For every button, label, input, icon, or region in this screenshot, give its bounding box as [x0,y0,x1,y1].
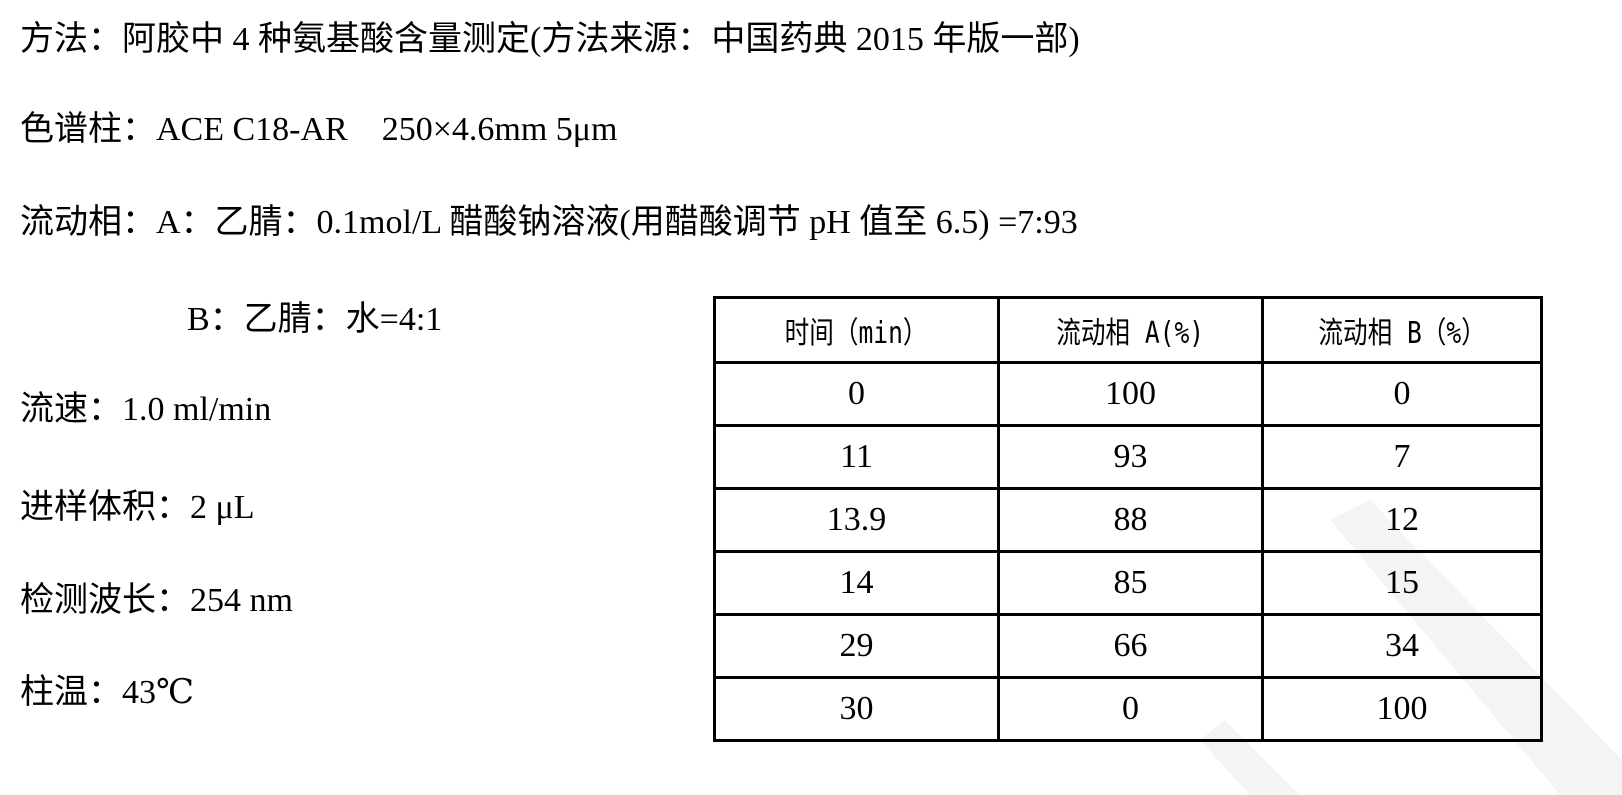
header-phase-b: 流动相 B（%） [1261,296,1543,364]
phase-a-cell: 88 [997,487,1264,553]
table-row: 29 66 34 [713,613,1543,679]
time-cell: 13.9 [713,487,1000,553]
column-temp-line: 柱温：43℃ [20,674,195,711]
time-cell: 30 [713,676,1000,742]
table-row: 0 100 0 [713,361,1543,427]
phase-a-cell: 0 [997,676,1264,742]
flow-rate-line: 流速：1.0 ml/min [20,391,272,428]
phase-b-cell: 15 [1261,550,1543,616]
time-cell: 14 [713,550,1000,616]
method-line: 方法：阿胶中 4 种氨基酸含量测定(方法来源：中国药典 2015 年版一部) [20,21,1080,58]
table-row: 13.9 88 12 [713,487,1543,553]
injection-volume-line: 进样体积：2 μL [20,489,255,526]
header-time: 时间（min） [713,296,1000,364]
time-cell: 29 [713,613,1000,679]
column-line: 色谱柱：ACE C18-AR 250×4.6mm 5μm [20,111,618,148]
mobile-phase-a-line: 流动相：A：乙腈：0.1mol/L 醋酸钠溶液(用醋酸调节 pH 值至 6.5)… [20,204,1078,241]
phase-b-cell: 7 [1261,424,1543,490]
time-cell: 0 [713,361,1000,427]
table-row: 30 0 100 [713,676,1543,742]
phase-a-cell: 93 [997,424,1264,490]
time-cell: 11 [713,424,1000,490]
phase-a-cell: 66 [997,613,1264,679]
phase-a-cell: 85 [997,550,1264,616]
table-header-row: 时间（min） 流动相 A(%) 流动相 B（%） [713,296,1543,364]
header-phase-a: 流动相 A(%) [997,296,1264,364]
mobile-phase-b-line: B：乙腈：水=4:1 [187,301,443,338]
gradient-table: 时间（min） 流动相 A(%) 流动相 B（%） 0 100 0 11 93 7 13.9… [713,296,1543,742]
table-row: 11 93 7 [713,424,1543,490]
phase-b-cell: 100 [1261,676,1543,742]
wavelength-line: 检测波长：254 nm [20,582,293,619]
phase-b-cell: 34 [1261,613,1543,679]
phase-a-cell: 100 [997,361,1264,427]
phase-b-cell: 12 [1261,487,1543,553]
table-row: 14 85 15 [713,550,1543,616]
phase-b-cell: 0 [1261,361,1543,427]
